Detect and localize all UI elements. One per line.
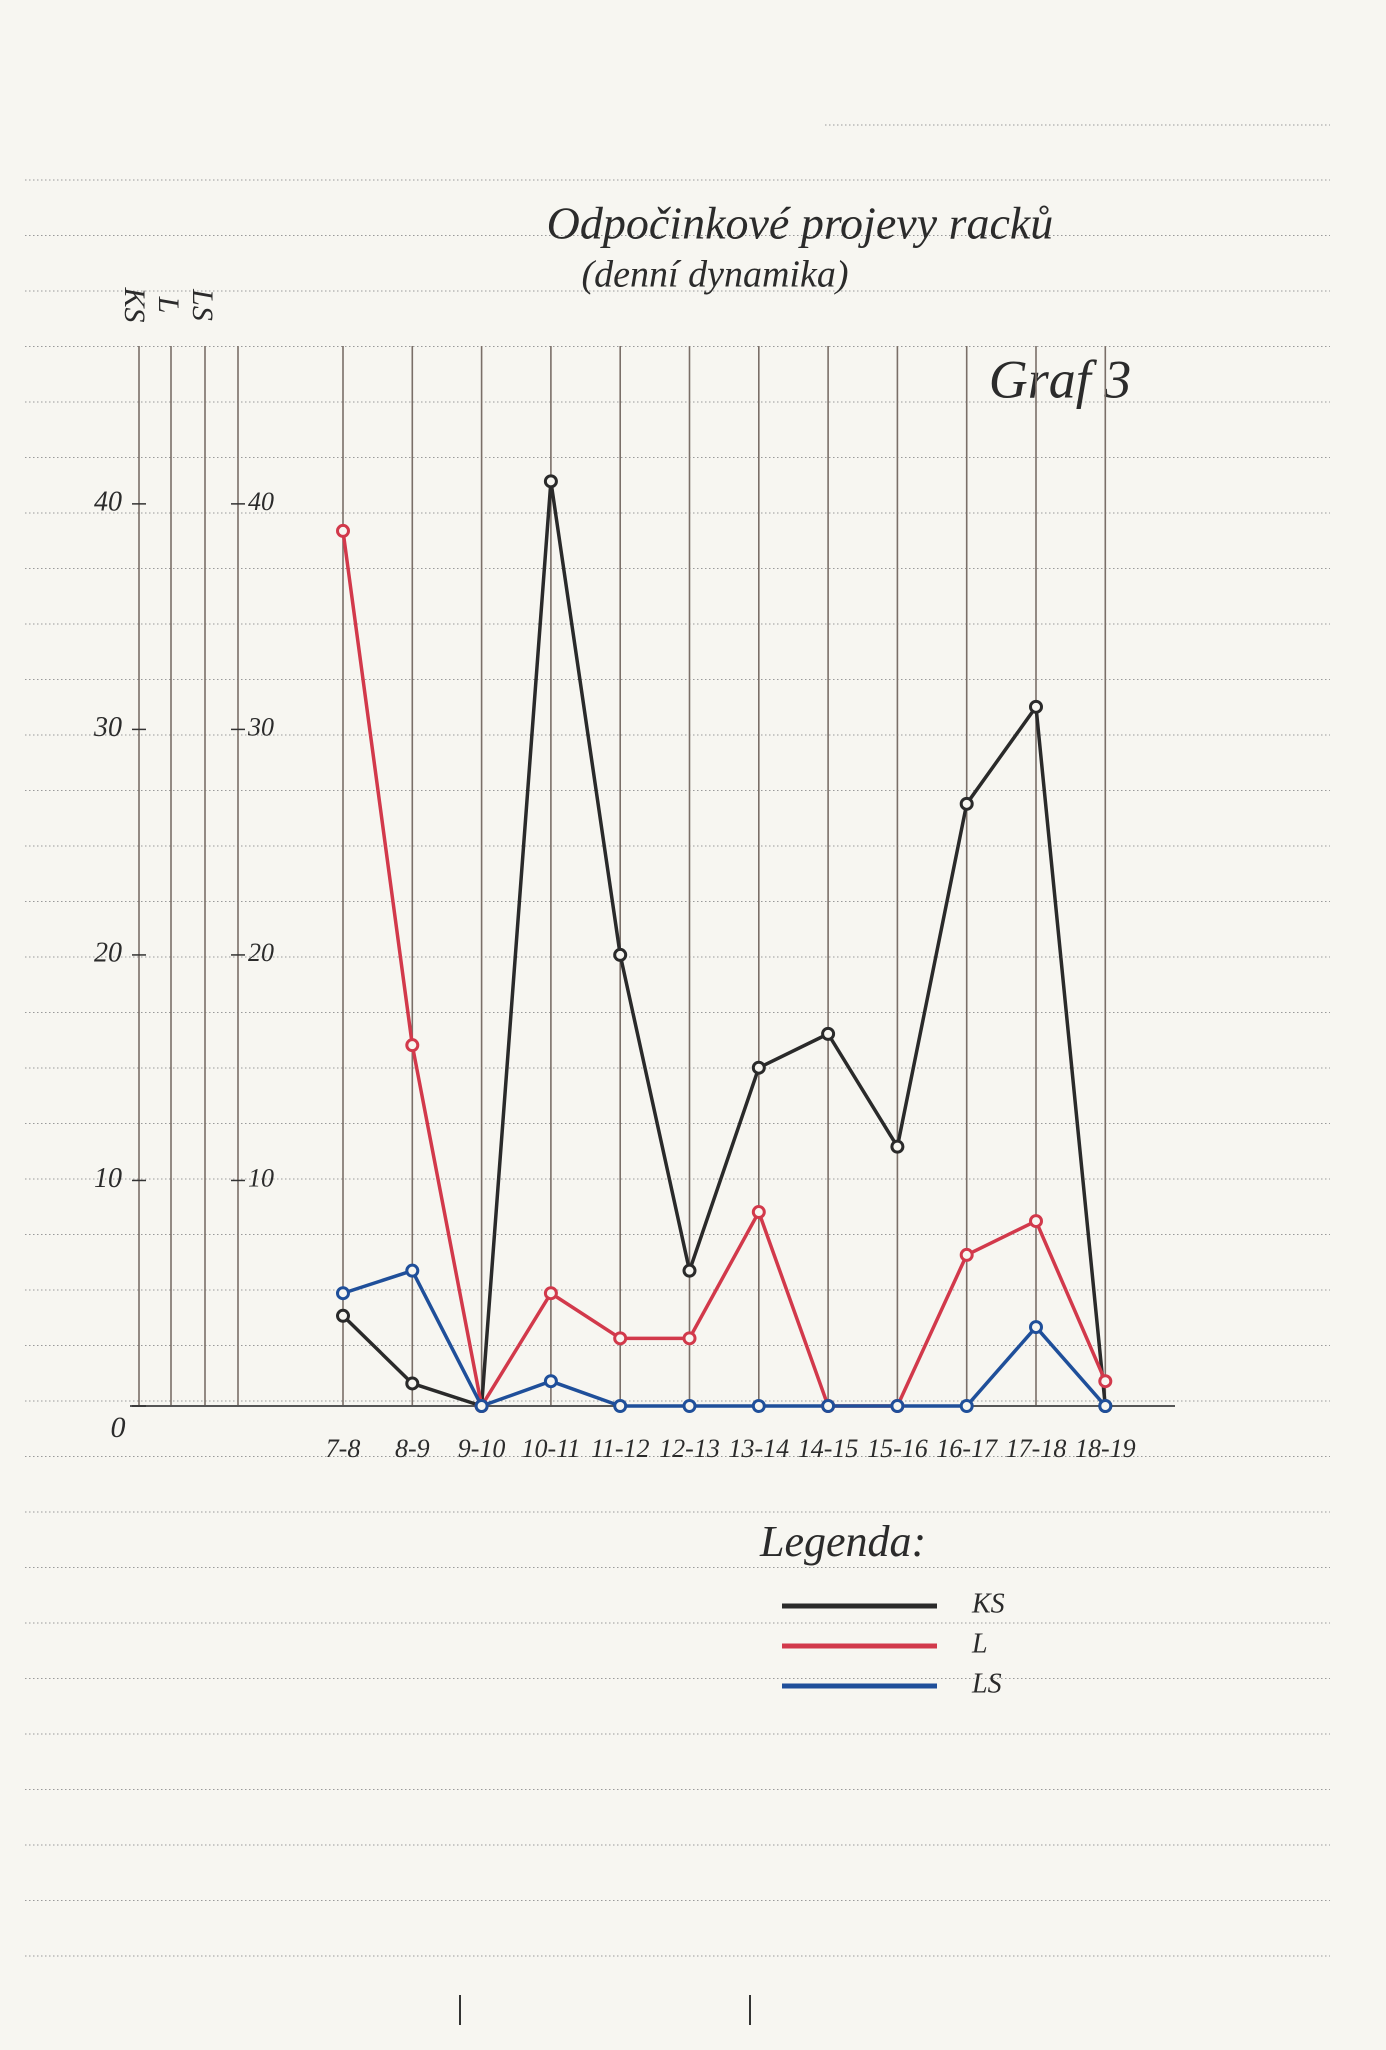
point [543, 474, 558, 489]
point [613, 947, 628, 962]
legend-label: LS [971, 1668, 1002, 1699]
point [1098, 1374, 1113, 1389]
point [474, 1399, 489, 1413]
x-tick-label: 13-14 [728, 1434, 789, 1463]
point [959, 796, 974, 811]
x-tick-label: 14-15 [798, 1434, 859, 1463]
y2-tick-label: 30 [247, 712, 274, 741]
point [682, 1331, 697, 1346]
point [821, 1026, 836, 1041]
point [959, 1399, 974, 1413]
legend-label: L [971, 1628, 988, 1659]
series-line [342, 1268, 1107, 1408]
point [890, 1399, 905, 1413]
x-tick-label: 8-9 [395, 1434, 430, 1463]
y-tick-label: 10 [94, 1163, 122, 1194]
point [1029, 699, 1043, 714]
point [682, 1399, 697, 1413]
point [336, 1286, 350, 1301]
point [1098, 1399, 1113, 1413]
chart-subtitle: (denní dynamika) [582, 254, 849, 296]
point [751, 1205, 766, 1220]
y-tick-label: 20 [94, 937, 122, 968]
point [543, 1286, 558, 1301]
paper-rules [25, 124, 1330, 1957]
point [682, 1263, 697, 1278]
point [1029, 1214, 1043, 1229]
x-tick-label: 7-8 [326, 1434, 361, 1463]
axis-label: KS [118, 286, 151, 322]
point [1029, 1320, 1043, 1335]
axis-label: LS [186, 288, 219, 321]
y-tick-label: 0 [111, 1411, 126, 1444]
annotation: Graf 3 [989, 349, 1132, 409]
x-tick-label: 15-16 [867, 1434, 928, 1463]
x-tick-label: 12-13 [659, 1434, 720, 1463]
y2-tick-label: 40 [248, 487, 274, 516]
x-tick-label: 18-19 [1075, 1434, 1136, 1463]
point [336, 523, 350, 538]
x-tick-label: 17-18 [1006, 1434, 1067, 1463]
y2-tick-label: 10 [248, 1163, 274, 1192]
y-tick-label: 40 [94, 486, 122, 517]
point [751, 1399, 766, 1413]
point [336, 1308, 350, 1323]
point [405, 1376, 420, 1391]
x-tick-label: 9-10 [458, 1434, 506, 1463]
point [821, 1399, 836, 1413]
legend-title: Legenda: [759, 1517, 926, 1566]
point [405, 1038, 420, 1053]
point [613, 1331, 628, 1346]
legend-label: KS [971, 1588, 1005, 1619]
chart-title: Odpočinkové projevy racků [547, 198, 1054, 249]
y2-tick-label: 20 [248, 938, 274, 967]
point [959, 1247, 974, 1262]
point [405, 1263, 420, 1278]
axis-label: L [152, 296, 185, 314]
x-tick-label: 16-17 [936, 1434, 998, 1463]
x-tick-label: 11-12 [591, 1434, 650, 1463]
series-line [341, 479, 1108, 1408]
point [543, 1374, 558, 1389]
point [613, 1399, 628, 1413]
series-line [341, 530, 1107, 1408]
point [890, 1139, 905, 1154]
y-tick-label: 30 [93, 712, 122, 743]
x-tick-label: 10-11 [522, 1434, 581, 1463]
point [751, 1060, 766, 1075]
